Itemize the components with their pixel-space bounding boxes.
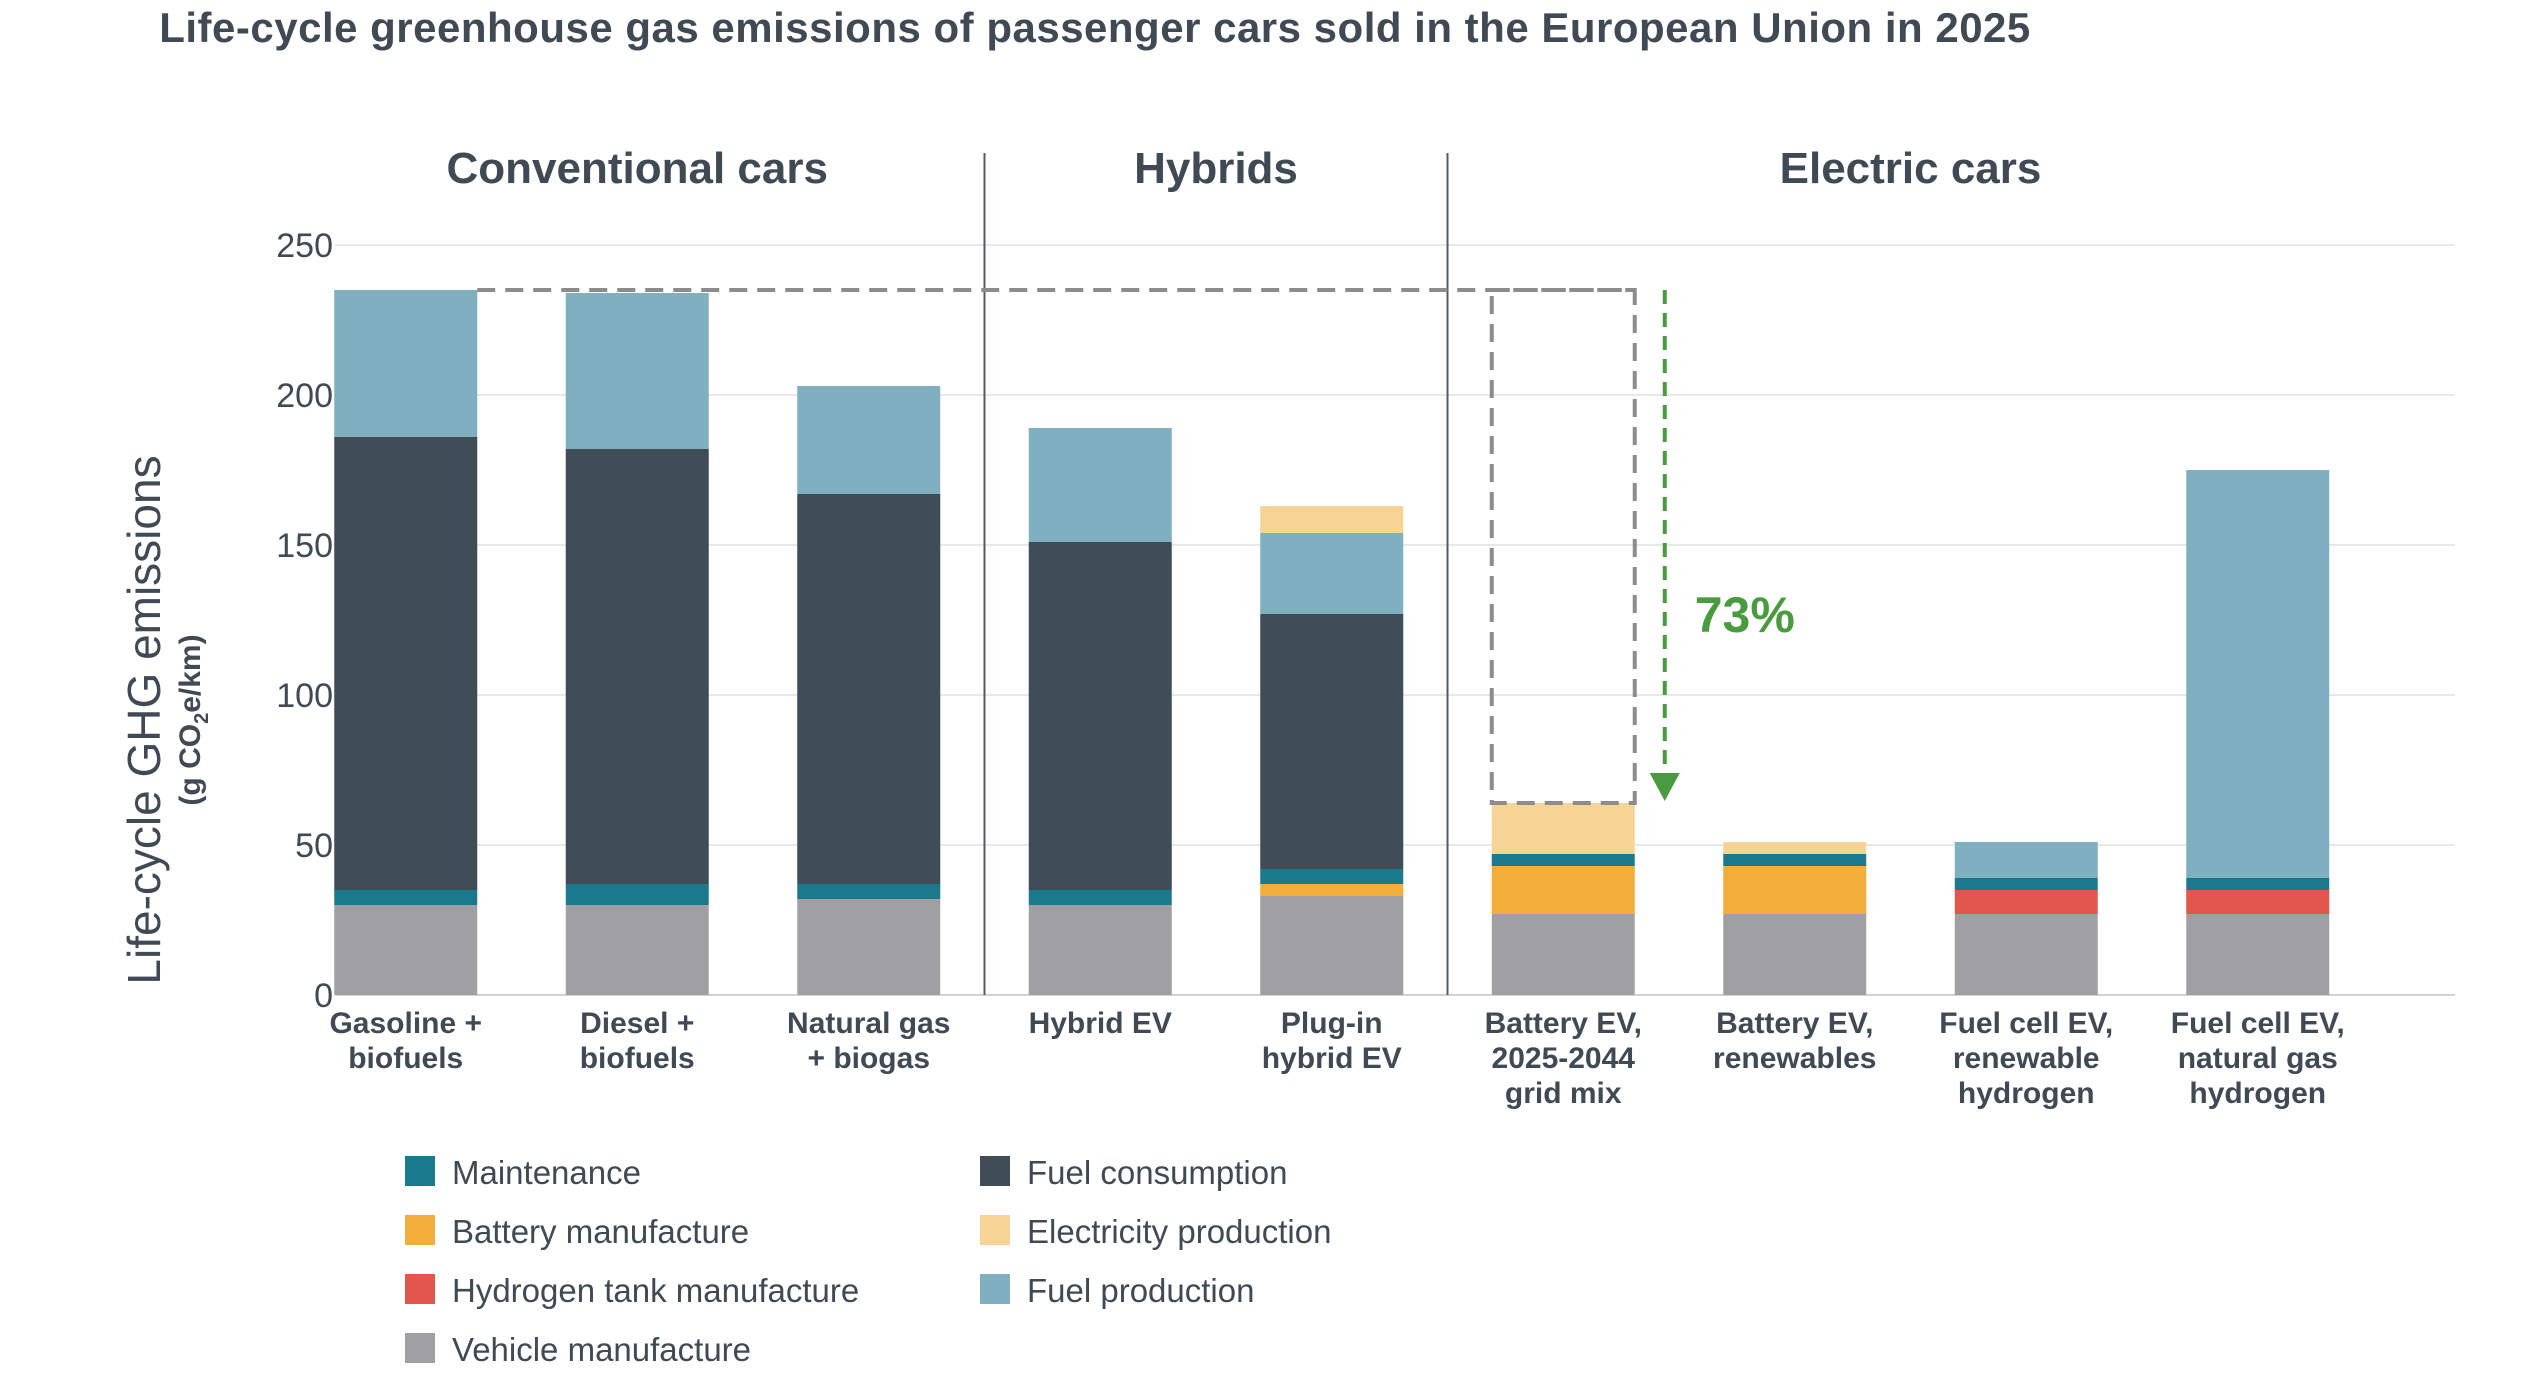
y-axis-ticks: 0 50 100 150 200 250 (276, 227, 333, 1015)
legend-label: Fuel production (1027, 1272, 1254, 1309)
reference-dashed-box (1489, 288, 1637, 805)
bar-segment (334, 905, 478, 995)
y-axis-label: Life-cycle GHG emissions (g CO2e/km) (118, 455, 213, 984)
category-label: Gasoline + biofuels (329, 1007, 482, 1075)
category-label: Hybrid EV (1029, 1007, 1172, 1040)
group-labels: Conventional cars Hybrids Electric cars (447, 144, 2042, 193)
bar-segment (2186, 890, 2330, 914)
legend-label: Maintenance (452, 1154, 641, 1191)
legend-swatch (405, 1156, 435, 1186)
y-tick-label: 150 (276, 527, 333, 565)
bar-segment (2186, 878, 2330, 890)
legend-swatch (980, 1156, 1010, 1186)
category-label: Plug-in hybrid EV (1262, 1007, 1402, 1075)
bar-segment (797, 899, 941, 995)
bar-segment (1723, 854, 1867, 866)
bar-segment (1491, 914, 1635, 995)
legend-swatch (980, 1215, 1010, 1245)
bar-segment (1723, 866, 1867, 914)
reduction-arrow-head (1649, 773, 1680, 801)
bar-segment (1260, 614, 1404, 869)
y-tick-label: 0 (314, 977, 333, 1015)
category-label: Diesel + biofuels (580, 1007, 695, 1075)
category-labels: Gasoline + biofuels Diesel + biofuels Natura… (329, 1007, 2344, 1110)
bar-segment (565, 449, 709, 884)
legend: Maintenance Fuel consumption Battery manuf… (405, 1154, 1331, 1368)
legend-label: Battery manufacture (452, 1213, 749, 1250)
y-tick-label: 50 (295, 827, 333, 865)
y-tick-label: 250 (276, 227, 333, 265)
bar-segment (1954, 878, 2098, 890)
bar-segment (1260, 869, 1404, 884)
bar-segment (1028, 890, 1172, 905)
bar-segment (1028, 428, 1172, 542)
chart-title: Life-cycle greenhouse gas emissions of p… (159, 4, 2031, 51)
bar-segment (334, 890, 478, 905)
bar-segment (1491, 866, 1635, 914)
bar-segment (1260, 896, 1404, 995)
y-tick-label: 100 (276, 677, 333, 715)
bar-segment (1954, 842, 2098, 878)
category-label: Natural gas + biogas (787, 1007, 950, 1075)
category-label: Fuel cell EV, natural gas hydrogen (2171, 1007, 2345, 1110)
group-label: Hybrids (1134, 144, 1298, 193)
bar-segment (1723, 842, 1867, 854)
legend-label: Electricity production (1027, 1213, 1331, 1250)
bar-segment (1954, 890, 2098, 914)
y-axis-unit: (g CO2e/km) (174, 634, 213, 805)
bar-segment (1260, 884, 1404, 896)
category-label: Battery EV, renewables (1713, 1007, 1876, 1075)
legend-swatch (405, 1333, 435, 1363)
bar-segment (1491, 803, 1635, 854)
bar-segment (1491, 854, 1635, 866)
bar-segment (797, 386, 941, 494)
bar-segment (1028, 542, 1172, 890)
legend-label: Vehicle manufacture (452, 1331, 751, 1368)
y-tick-label: 200 (276, 377, 333, 415)
bar-segment (797, 884, 941, 899)
bar-segment (334, 290, 478, 437)
bar-segment (565, 905, 709, 995)
category-label: Fuel cell EV, renewable hydrogen (1939, 1007, 2113, 1110)
reduction-annotation: 73% (477, 288, 1795, 805)
bar-segment (334, 437, 478, 890)
bar-segment (1723, 914, 1867, 995)
bar-segment (565, 293, 709, 449)
legend-swatch (980, 1274, 1010, 1304)
bar-segment (565, 884, 709, 905)
bars (334, 290, 2330, 995)
bar-segment (1028, 905, 1172, 995)
y-axis-title: Life-cycle GHG emissions (118, 455, 170, 984)
group-label: Electric cars (1780, 144, 2042, 193)
legend-label: Hydrogen tank manufacture (452, 1272, 859, 1309)
legend-swatch (405, 1274, 435, 1304)
bar-segment (1260, 506, 1404, 533)
legend-swatch (405, 1215, 435, 1245)
group-dividers (983, 153, 1449, 995)
bar-segment (2186, 914, 2330, 995)
bar-segment (2186, 470, 2330, 878)
bar-segment (1954, 914, 2098, 995)
group-label: Conventional cars (447, 144, 828, 193)
bar-segment (1260, 533, 1404, 614)
reduction-percent-label: 73% (1695, 587, 1795, 643)
bar-segment (797, 494, 941, 884)
category-label: Battery EV, 2025-2044 grid mix (1485, 1007, 1642, 1110)
legend-label: Fuel consumption (1027, 1154, 1287, 1191)
